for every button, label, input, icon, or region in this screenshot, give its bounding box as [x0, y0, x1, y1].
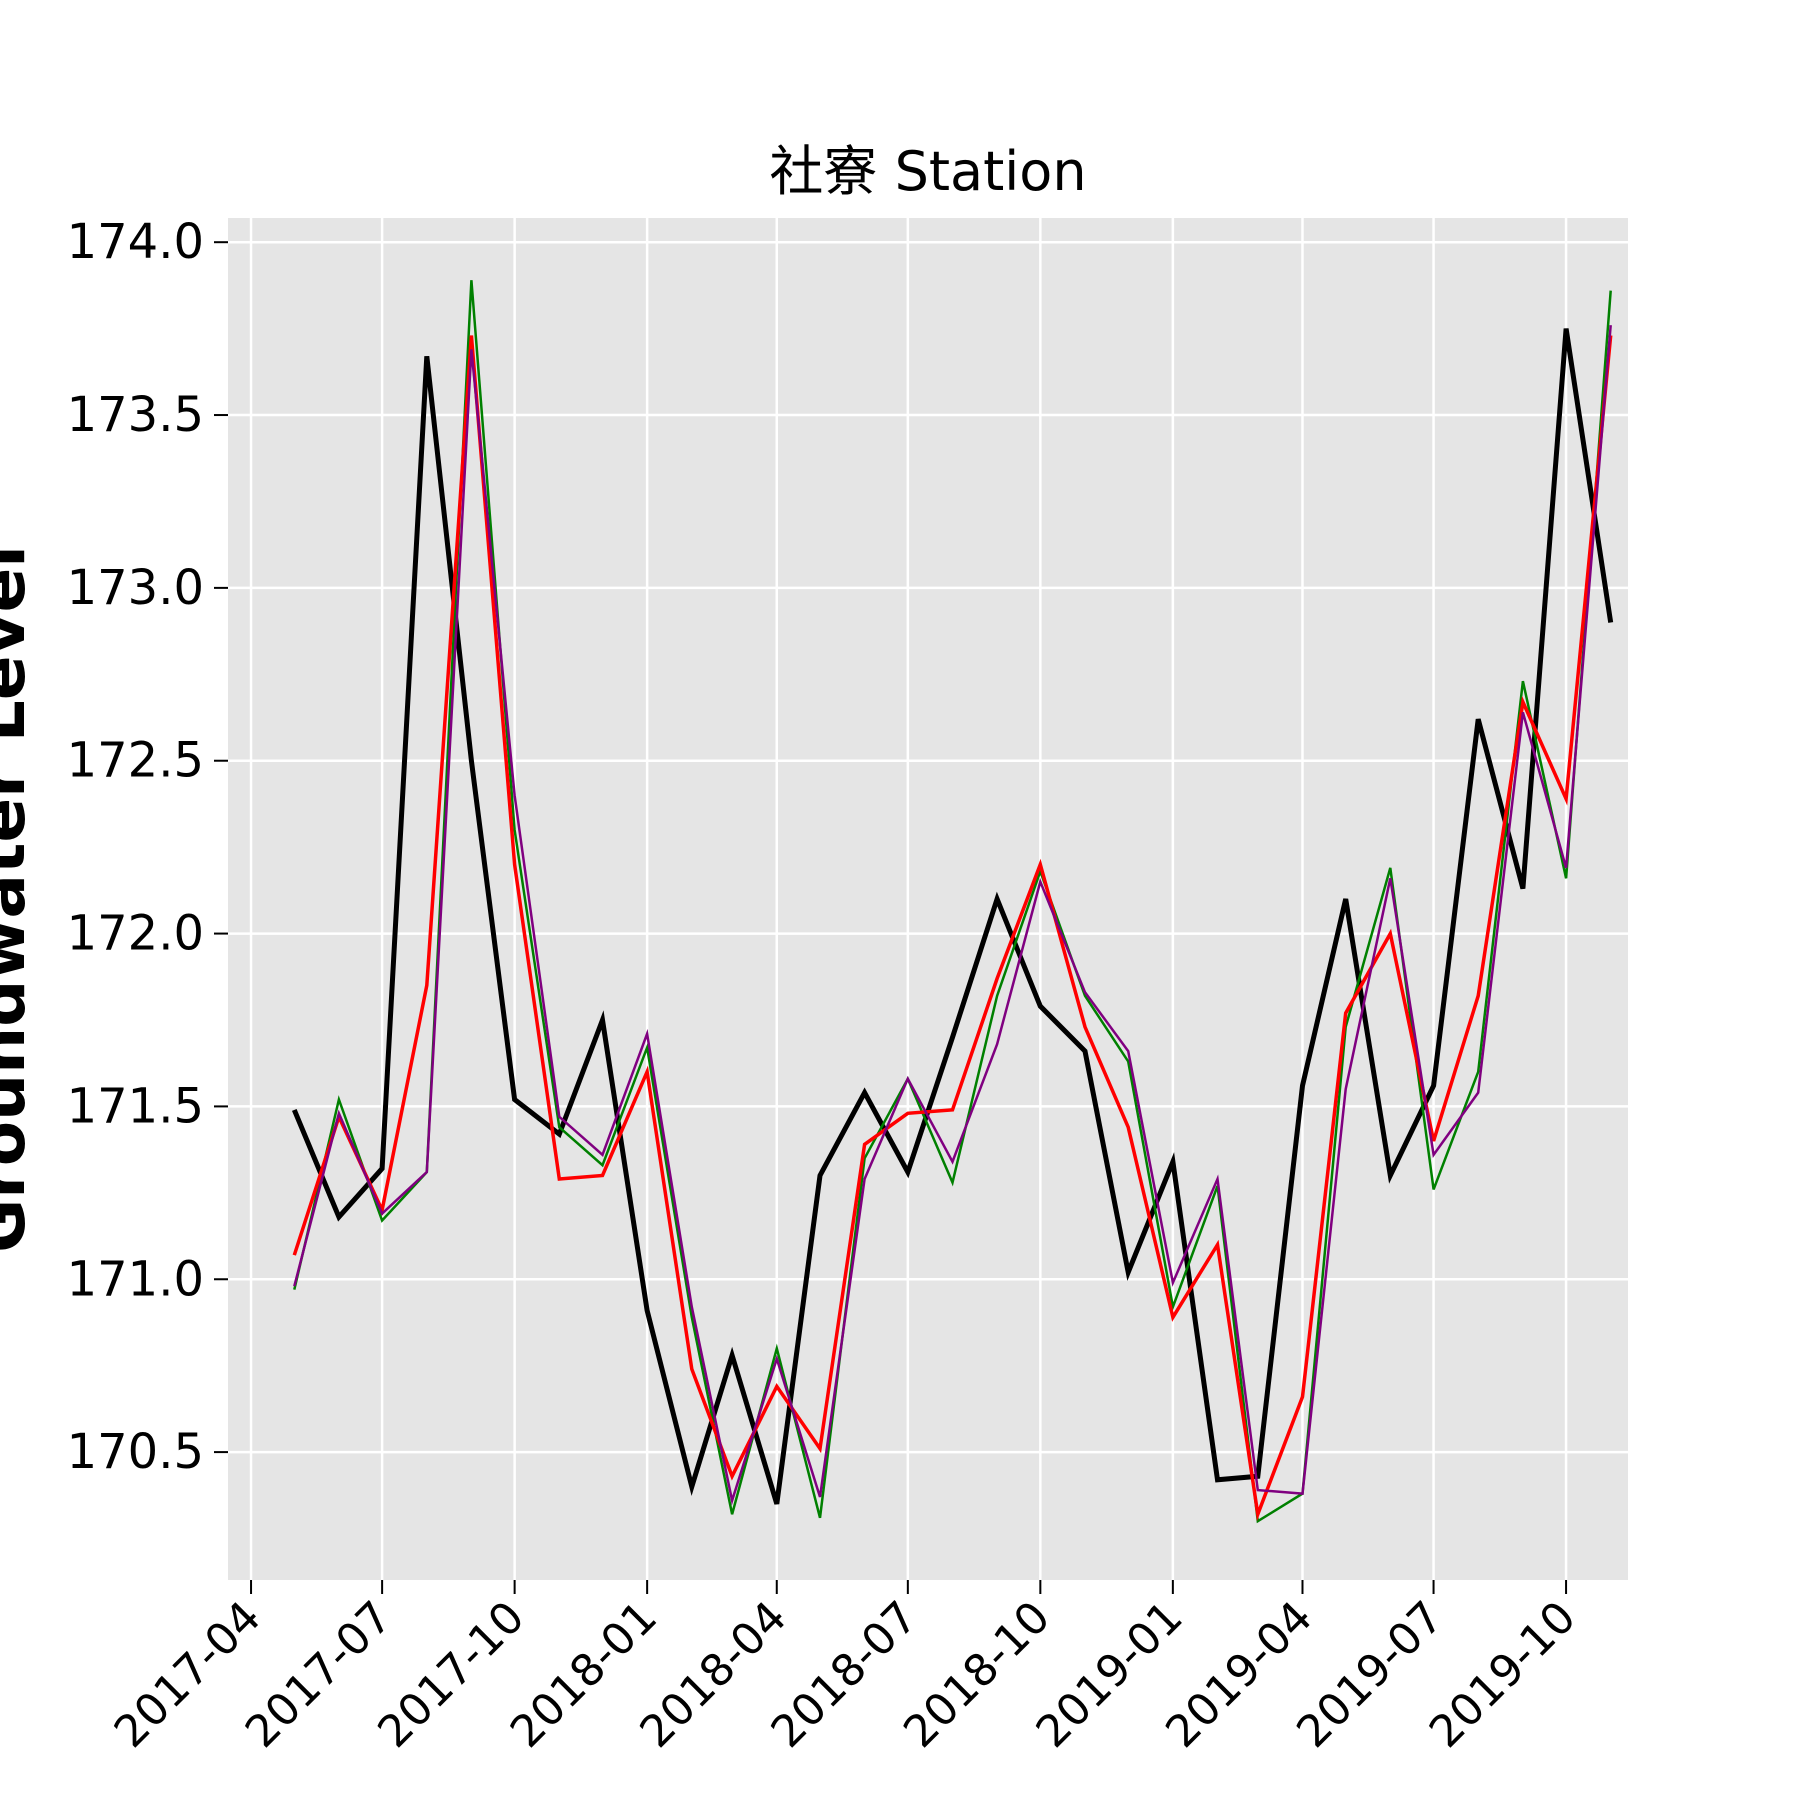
y-tick-label: 173.0 [67, 560, 204, 616]
series-line-0 [291, 328, 1614, 1505]
y-tick-label: 174.0 [67, 214, 204, 270]
y-tick-label: 173.5 [67, 387, 204, 443]
plot-area [228, 218, 1628, 1580]
y-tick-label: 171.5 [67, 1078, 204, 1134]
y-tick-label: 172.5 [67, 733, 204, 789]
chart-title: 社寮 Station [769, 140, 1086, 203]
y-tick-label: 172.0 [67, 906, 204, 962]
y-axis: 170.5 171.0 171.5 172.0 172.5 173.0 173.5 174.0 [67, 214, 228, 1480]
y-axis-label: Groundwater Level [0, 545, 40, 1253]
series-line-3 [293, 325, 1612, 1506]
y-tick-label: 171.0 [67, 1251, 204, 1307]
series-line-2 [292, 335, 1613, 1522]
series-layer [291, 280, 1614, 1524]
series-line-1 [293, 280, 1612, 1524]
y-tick-label: 170.5 [67, 1424, 204, 1480]
